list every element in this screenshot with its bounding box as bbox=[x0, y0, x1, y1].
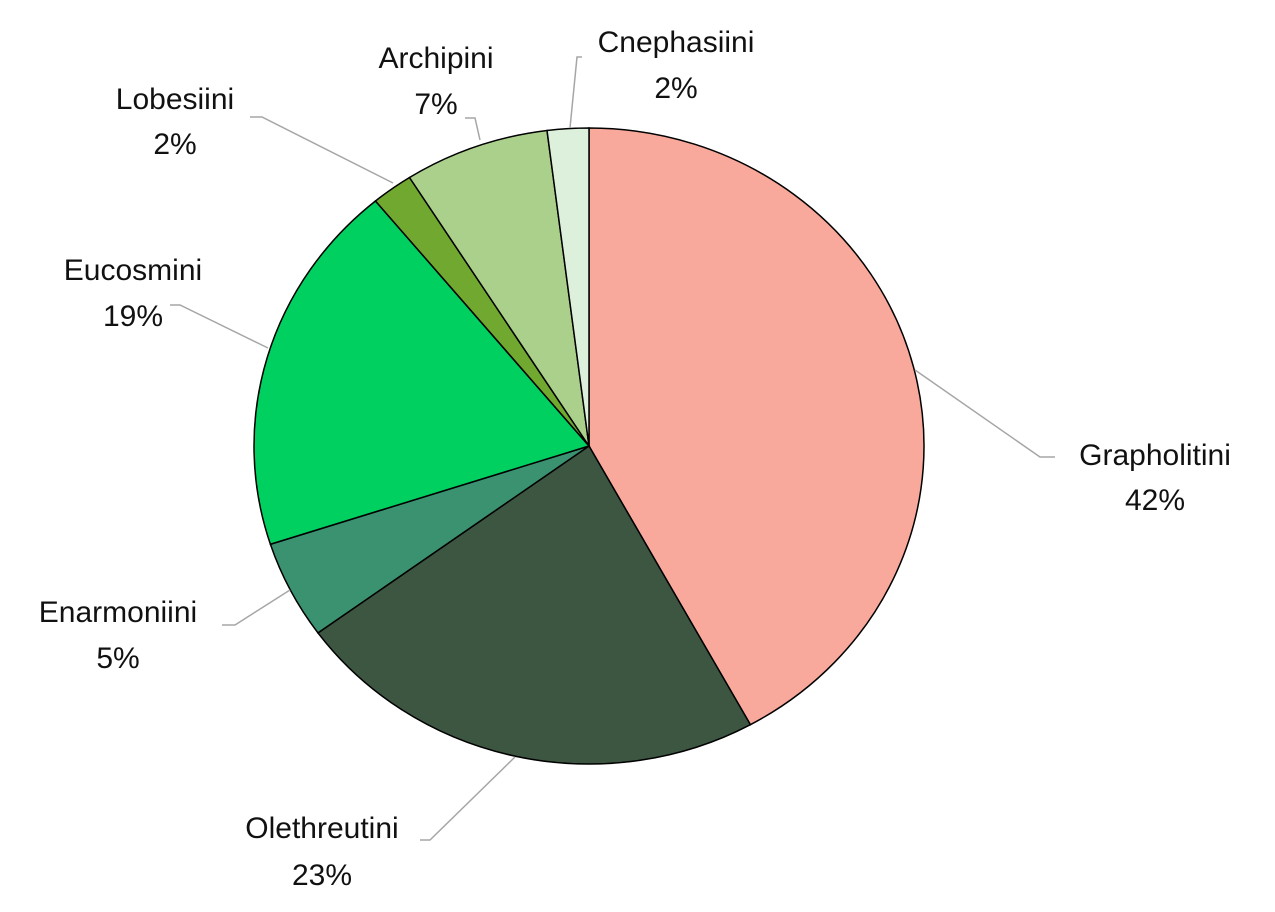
leader-line bbox=[170, 304, 269, 349]
slice-label: Eucosmini bbox=[64, 254, 202, 287]
leader-line bbox=[914, 369, 1055, 458]
slice-value-label: 5% bbox=[96, 642, 139, 675]
slice-value-label: 19% bbox=[103, 300, 163, 333]
leader-line bbox=[569, 56, 582, 129]
slice-value-label: 2% bbox=[654, 72, 697, 105]
leader-line bbox=[420, 756, 516, 841]
pie-slice bbox=[588, 127, 925, 726]
leader-line bbox=[465, 117, 481, 141]
slice-label: Archipini bbox=[378, 42, 493, 75]
pie-slice bbox=[316, 444, 752, 765]
slice-value-label: 42% bbox=[1125, 484, 1185, 517]
slice-label: Olethreutini bbox=[245, 812, 398, 845]
slice-label: Enarmoniini bbox=[39, 596, 197, 629]
pie-slice bbox=[546, 127, 590, 447]
leader-line bbox=[250, 116, 394, 184]
slice-label: Cnephasiini bbox=[598, 26, 755, 59]
pie-slice bbox=[408, 129, 590, 447]
slice-value-label: 23% bbox=[292, 859, 352, 892]
slice-label: Lobesiini bbox=[116, 83, 234, 116]
slice-label: Grapholitini bbox=[1079, 439, 1231, 472]
slice-value-label: 7% bbox=[414, 88, 457, 121]
leader-line bbox=[222, 589, 291, 626]
pie-slice bbox=[253, 199, 591, 546]
slice-value-label: 2% bbox=[153, 128, 196, 161]
